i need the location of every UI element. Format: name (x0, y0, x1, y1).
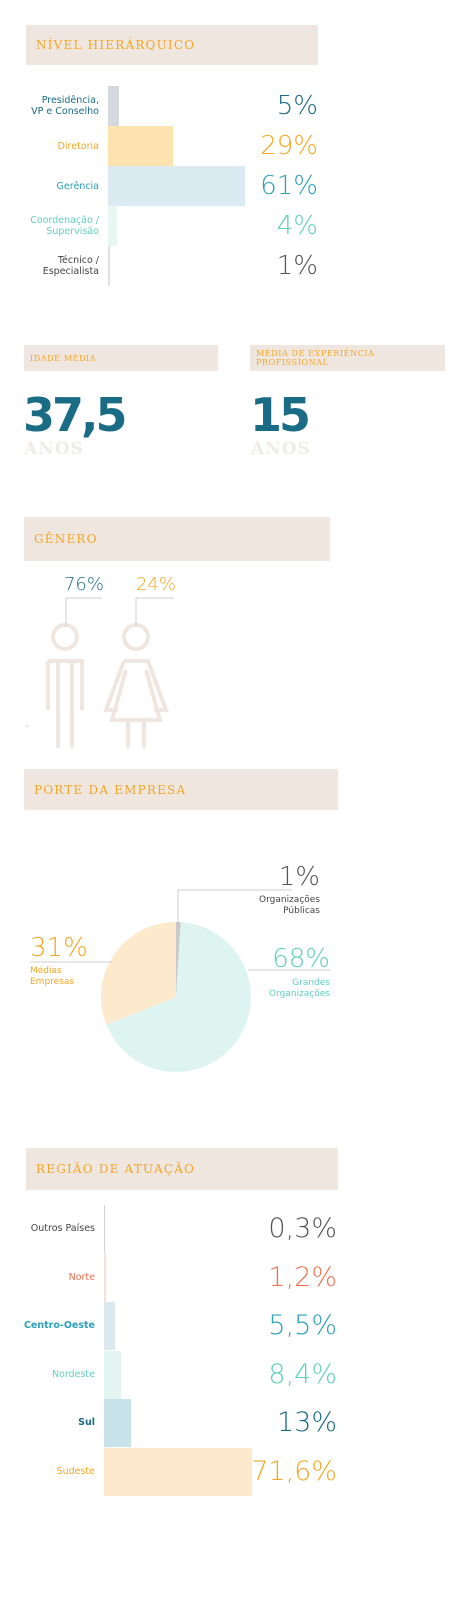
regiao-category-label: Nordeste (51, 1368, 95, 1380)
regiao-bar (104, 1302, 116, 1350)
porte-pie-svg (30, 889, 330, 1072)
porte-value-label: 1% (278, 862, 320, 892)
porte-pie-slice (176, 922, 181, 997)
hierarquia-category-label: Técnico / Especialista (42, 255, 99, 277)
regiao-category-label: Norte (68, 1271, 95, 1283)
hierarquia-category-label: Presidência, VP e Conselho (31, 95, 99, 117)
porte-value-label: 31% (30, 933, 88, 963)
hierarquia-value-label: 5% (276, 91, 318, 121)
porte-value-label: 68% (272, 944, 330, 974)
porte-empresa-title: PORTE DA EMPRESA (24, 769, 338, 810)
hierarquia-category-label: Diretoria (57, 140, 99, 152)
regiao-value-label: 5,5% (268, 1310, 337, 1341)
hierarquia-value-label: 29% (260, 131, 318, 161)
female-figure-icon (103, 623, 169, 748)
experiencia-value: 15 (250, 388, 311, 442)
hierarquia-bar (108, 206, 117, 246)
regiao-bar (104, 1205, 105, 1253)
hierarquia-category-label: Coordenação / Supervisão (30, 215, 99, 237)
regiao-category-label: Sudeste (56, 1465, 95, 1477)
hierarquia-bar (108, 126, 174, 166)
idade-media-unit: ANOS (24, 439, 84, 459)
experiencia-title: MÉDIA DE EXPERIÊNCIA PROFISSIONAL (250, 345, 445, 371)
experiencia-unit: ANOS (251, 439, 311, 459)
genero-title: GÊNERO (24, 517, 330, 561)
idade-media-value: 37,5 (23, 388, 127, 442)
porte-leader-line (177, 889, 292, 922)
regiao-value-label: 13% (276, 1407, 337, 1438)
regiao-category-label: Sul (78, 1417, 95, 1428)
male-figure-icon (46, 623, 84, 748)
hierarquia-category-label: Gerência (56, 180, 99, 192)
hierarquia-value-label: 4% (276, 211, 318, 241)
regiao-category-label: Outros Países (30, 1223, 95, 1234)
porte-pie-slice (106, 922, 252, 1072)
porte-category-label: Organizações Públicas (259, 895, 320, 916)
nivel-hierarquico-title: NÍVEL HIERÁRQUICO (26, 25, 318, 65)
regiao-value-label: 8,4% (268, 1358, 337, 1390)
genero-value-female: 24% (135, 574, 176, 595)
porte-pie-slice (100, 922, 176, 1025)
regiao-bar (104, 1350, 122, 1399)
hierarquia-value-label: 1% (276, 251, 318, 281)
regiao-category-label: Centro-Oeste (23, 1320, 95, 1331)
regiao-atuacao-title: REGIÃO DE ATUAÇÃO (26, 1148, 338, 1190)
regiao-bar (104, 1447, 252, 1496)
idade-media-title: IDADE MÉDIA (24, 345, 218, 371)
regiao-value-label: 1,2% (268, 1261, 337, 1293)
hierarquia-value-label: 61% (260, 171, 318, 201)
porte-category-label: Grandes Organizações (269, 978, 330, 999)
regiao-bar (104, 1399, 131, 1447)
regiao-value-label: 71,6% (251, 1455, 337, 1487)
porte-category-label: Médias Empresas (30, 966, 75, 987)
hierarquia-bar (108, 166, 245, 206)
regiao-bar (104, 1253, 107, 1302)
gender-figures (25, 597, 174, 748)
regiao-value-label: 0,3% (268, 1213, 337, 1244)
hierarquia-bar (108, 86, 120, 126)
hierarquia-bar (108, 246, 111, 286)
genero-value-male: 76% (63, 574, 104, 595)
